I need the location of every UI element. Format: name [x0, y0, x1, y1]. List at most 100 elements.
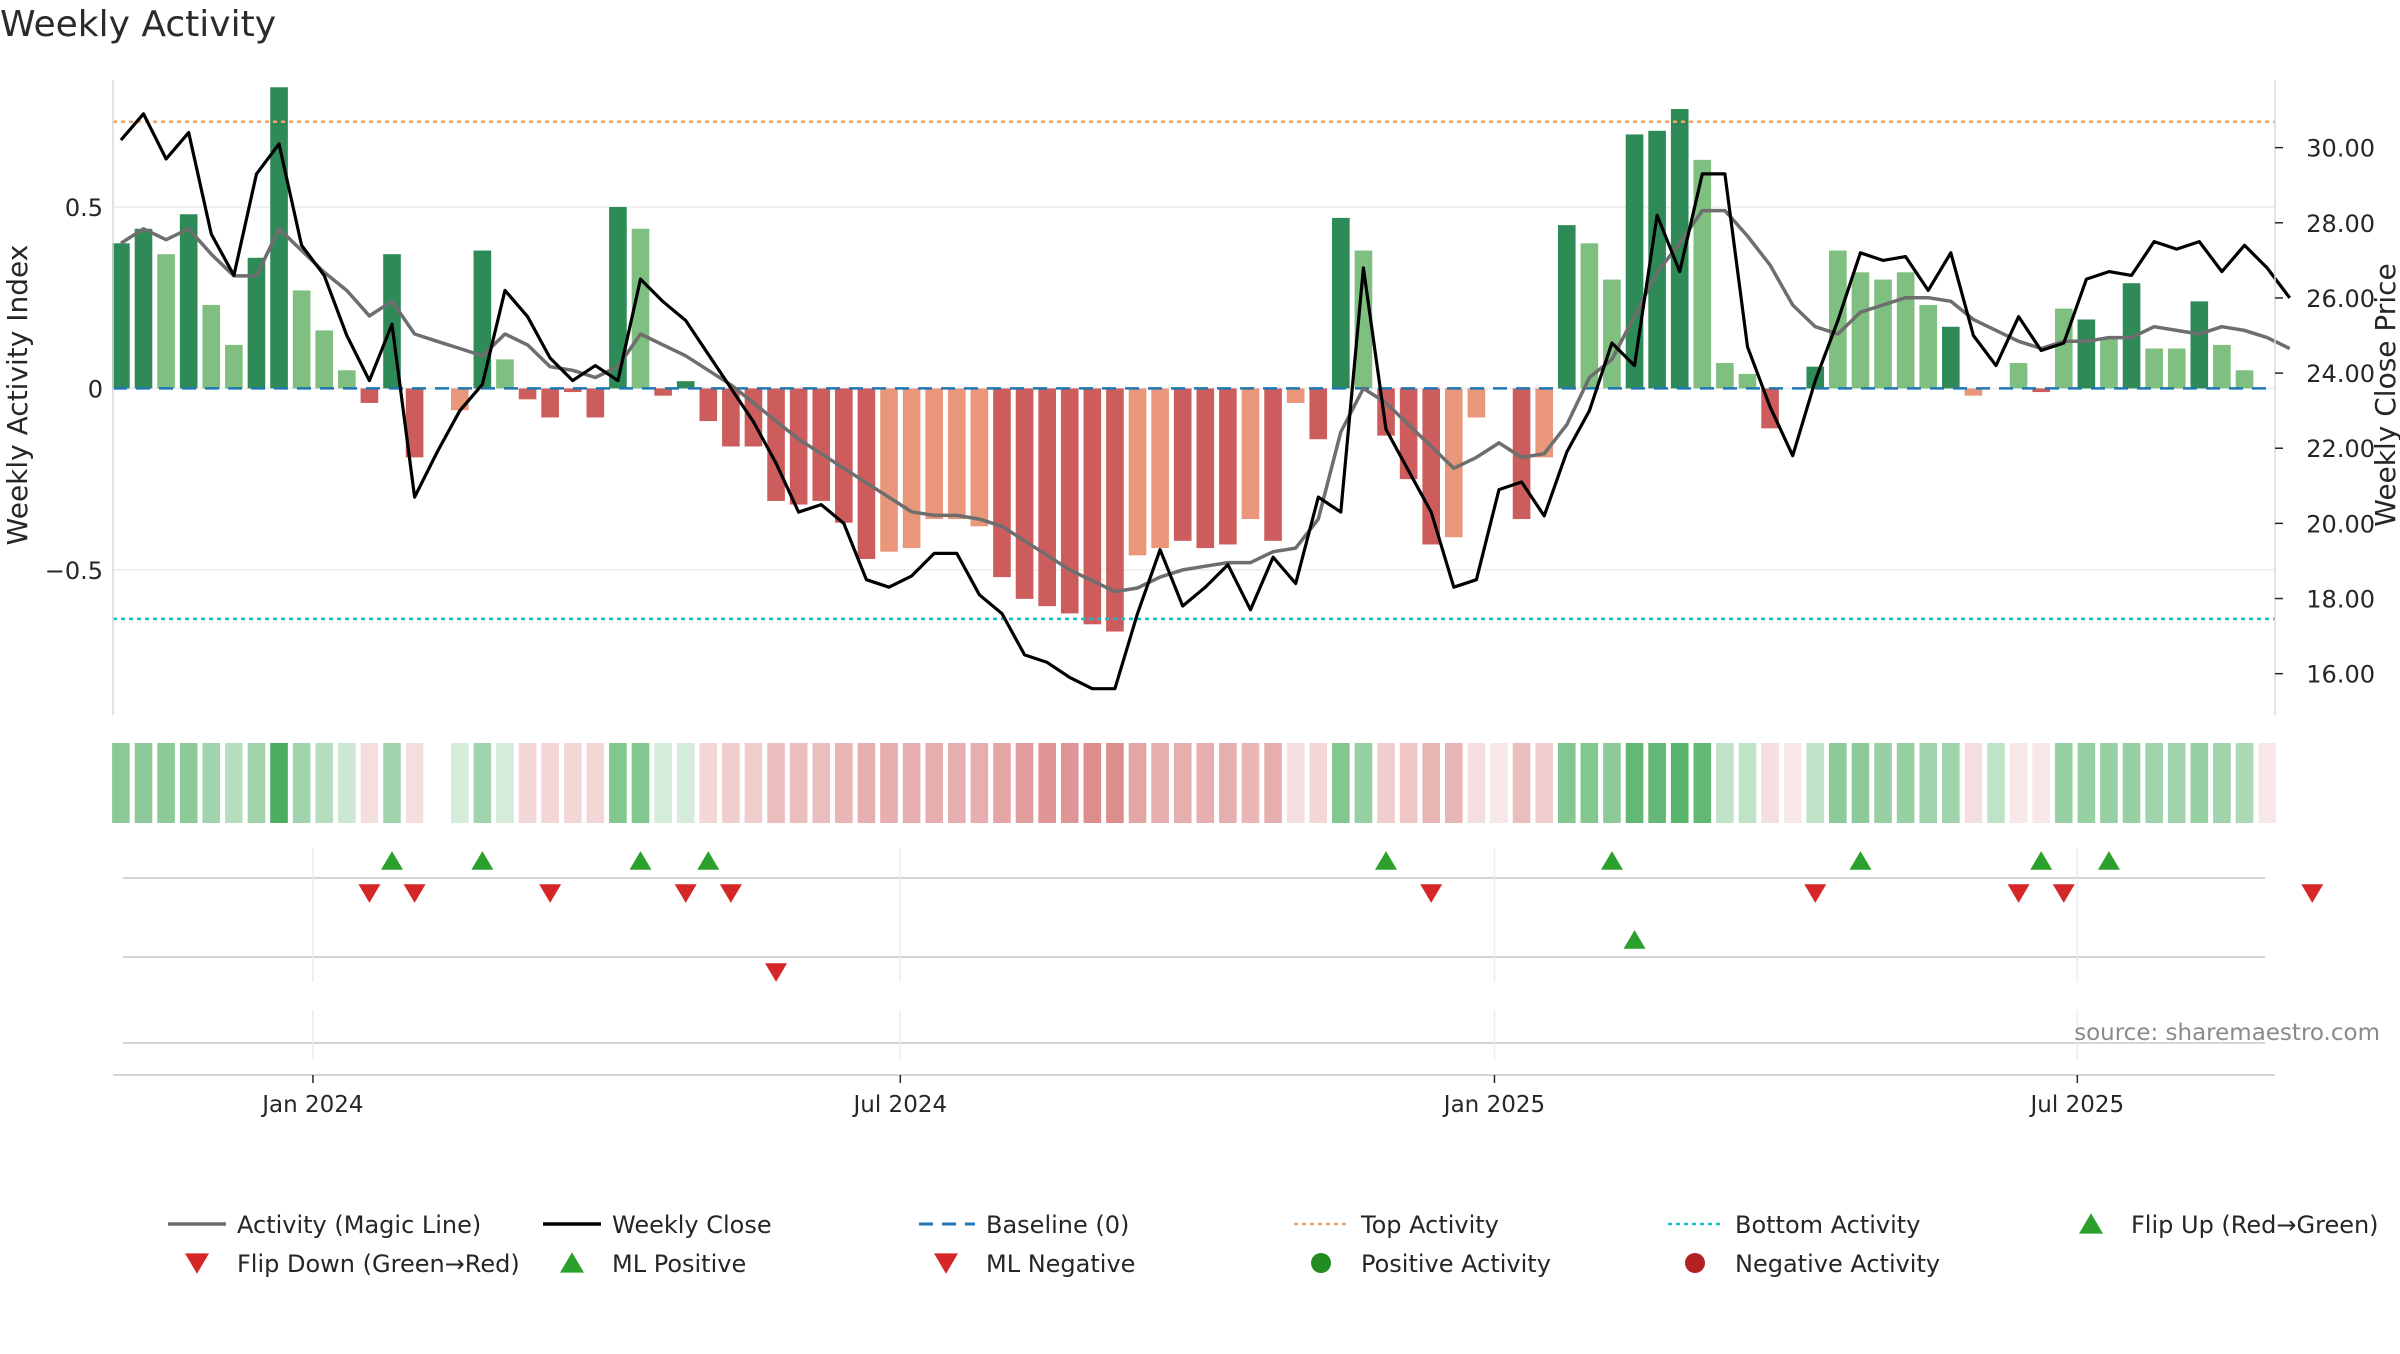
strip-cell [586, 743, 605, 823]
activity-bar [699, 388, 718, 422]
magic-line-series [119, 208, 2291, 594]
strip-cell [1422, 743, 1441, 823]
activity-bar [609, 207, 627, 389]
strip-cell [1286, 743, 1305, 823]
x-axis: Jan 2024 Jul 2024 Jan 2025 Jul 2025 [260, 1075, 2124, 1118]
activity-bar [654, 388, 672, 396]
right-tick-label: 18.00 [2306, 586, 2375, 614]
activity-bar [1060, 388, 1079, 614]
strip-cell [1806, 743, 1825, 823]
strip-cell [2077, 743, 2096, 823]
activity-bar [360, 388, 379, 403]
strip-cell [1264, 743, 1282, 823]
strip-cell [1038, 743, 1056, 823]
strip-cell [812, 743, 831, 823]
x-tick-label: Jul 2024 [852, 1092, 948, 1118]
activity-bar [1670, 109, 1689, 389]
activity-bar [880, 388, 898, 552]
strip-cell [631, 743, 650, 823]
activity-bar [1151, 388, 1169, 549]
strip-cell [1535, 743, 1553, 823]
flip-up-marker [471, 851, 494, 870]
strip-cell [1015, 743, 1034, 823]
strip-cell [609, 743, 627, 823]
activity-bar [112, 243, 130, 389]
strip-cell [1580, 743, 1599, 823]
strip-cell [1964, 743, 1983, 823]
strip-cell [1670, 743, 1689, 823]
x-tick-label: Jan 2024 [260, 1092, 363, 1118]
activity-bar [1015, 388, 1034, 599]
weekly-close-series [119, 112, 2291, 691]
activity-bar [225, 344, 243, 389]
right-tick-label: 30.00 [2306, 135, 2375, 163]
strip-cell [2032, 743, 2050, 823]
activity-bar [473, 250, 492, 389]
activity-bar [338, 370, 356, 389]
axes: 0.5 0 −0.5 30.00 28.00 26.00 24.00 22.00 20.00 18… [45, 80, 2375, 715]
strip-cell [1354, 743, 1373, 823]
activity-bar [676, 381, 695, 389]
strip-cell [654, 743, 672, 823]
activity-bar [1942, 326, 1960, 389]
activity-bar [812, 388, 831, 501]
activity-bar [1128, 388, 1147, 556]
activity-bar [1309, 388, 1328, 440]
activity-bar [1264, 388, 1282, 541]
strip-cell [902, 743, 921, 823]
strip-cell [970, 743, 989, 823]
right-tick-label: 24.00 [2306, 360, 2375, 388]
strip-cell [202, 743, 221, 823]
strip-cell [699, 743, 718, 823]
strip-cell [541, 743, 559, 823]
activity-bar [1557, 225, 1576, 389]
activity-bar [450, 388, 469, 411]
activity-bar [1964, 388, 1983, 396]
right-tick-label: 26.00 [2306, 285, 2375, 313]
strip-cell [563, 743, 582, 823]
strip-cell [2258, 743, 2276, 823]
flip-down-marker [2052, 884, 2075, 903]
activity-bar [1173, 388, 1192, 541]
activity-bars [112, 87, 2254, 632]
strip-cell [1557, 743, 1576, 823]
strip-cell [112, 743, 130, 823]
activity-bar [1332, 217, 1350, 389]
activity-bar [1625, 134, 1644, 389]
strip-cell [1060, 743, 1079, 823]
strip-cell [1083, 743, 1102, 823]
strip-cell [1309, 743, 1328, 823]
legend-label: Bottom Activity [1735, 1211, 1920, 1239]
strip-cell [518, 743, 537, 823]
strip-cell [292, 743, 311, 823]
flip-down-marker [358, 884, 381, 903]
flip-up-marker [629, 851, 652, 870]
legend-down-triangle-symbol [934, 1253, 958, 1274]
strip-cell [2213, 743, 2231, 823]
strip-cell [1896, 743, 1915, 823]
activity-bar [1603, 279, 1621, 389]
strip-cell [1648, 743, 1666, 823]
legend-label: Baseline (0) [986, 1211, 1129, 1239]
activity-bar [315, 330, 334, 389]
strip-cell [450, 743, 469, 823]
activity-bar [1738, 373, 1757, 389]
activity-bar [586, 388, 605, 418]
activity-bar [835, 388, 853, 523]
legend-down-triangle-symbol [185, 1253, 209, 1274]
strip-cell [1625, 743, 1644, 823]
strip-cell [134, 743, 153, 823]
strip-cell [2122, 743, 2141, 823]
legend-label: Weekly Close [612, 1211, 772, 1239]
legend-circle-symbol [1311, 1253, 1331, 1273]
x-tick-label: Jul 2025 [2029, 1092, 2125, 1118]
series-lines [119, 112, 2291, 691]
strip-cell [1603, 743, 1621, 823]
strip-cell [496, 743, 514, 823]
ml-negative-marker [765, 963, 788, 982]
activity-bar [2235, 370, 2254, 389]
strip-cell [835, 743, 853, 823]
flip-down-marker [2301, 884, 2324, 903]
